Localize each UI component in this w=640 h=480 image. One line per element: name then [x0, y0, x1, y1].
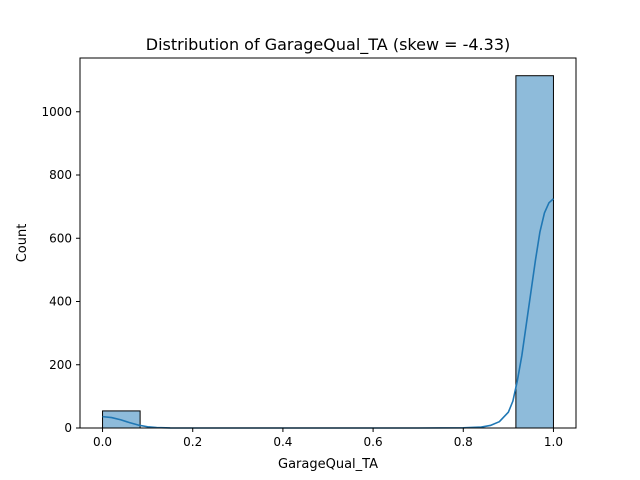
histogram-bar-1 [515, 75, 554, 429]
x-tick-label: 1.0 [544, 435, 563, 449]
x-axis-ticks: 0.0 0.2 0.4 0.6 0.8 1.0 [93, 428, 563, 449]
x-axis-label: GarageQual_TA [278, 457, 378, 472]
plot-area-frame [79, 57, 577, 429]
y-tick-label: 400 [49, 295, 72, 309]
chart-title: Distribution of GarageQual_TA (skew = -4… [146, 35, 511, 55]
kde-layer [102, 198, 554, 429]
x-tick-label: 0.6 [364, 435, 383, 449]
y-tick-label: 1000 [41, 105, 72, 119]
x-tick-label: 0.4 [273, 435, 292, 449]
bars-layer [102, 75, 554, 429]
kde-curve [102, 198, 554, 429]
x-tick-label: 0.2 [183, 435, 202, 449]
x-tick-label: 0.8 [454, 435, 473, 449]
x-tick-label: 0.0 [93, 435, 112, 449]
y-tick-label: 0 [64, 421, 72, 435]
y-axis-label: Count [15, 224, 30, 263]
y-tick-label: 600 [49, 231, 72, 245]
y-tick-label: 800 [49, 168, 72, 182]
y-tick-label: 200 [49, 358, 72, 372]
y-axis-ticks: 0 200 400 600 800 1000 [41, 105, 80, 435]
